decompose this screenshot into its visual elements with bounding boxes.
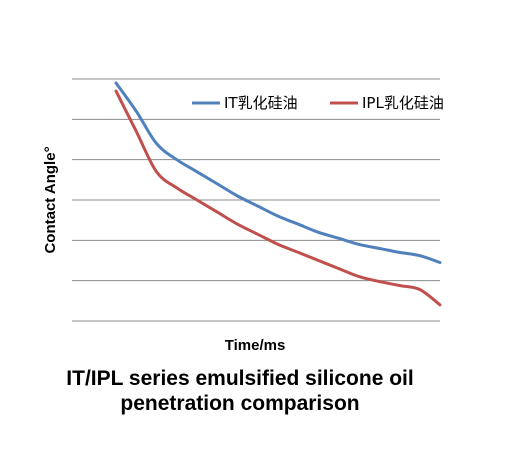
- legend-label-it: IT乳化硅油: [224, 94, 298, 112]
- series-line-0: [114, 81, 442, 264]
- gridlines: [72, 78, 440, 322]
- x-axis-label: Time/ms: [225, 337, 286, 354]
- y-axis-label: Contact Angle°: [42, 146, 59, 253]
- legend-label-ipl: IPL乳化硅油: [362, 94, 444, 112]
- chart-title: IT/IPL series emulsified silicone oil: [66, 367, 413, 390]
- chart-subtitle: penetration comparison: [120, 392, 359, 415]
- legend: IT乳化硅油 IPL乳化硅油: [192, 94, 444, 112]
- series-lines: [114, 81, 442, 307]
- series-line-1: [114, 89, 442, 307]
